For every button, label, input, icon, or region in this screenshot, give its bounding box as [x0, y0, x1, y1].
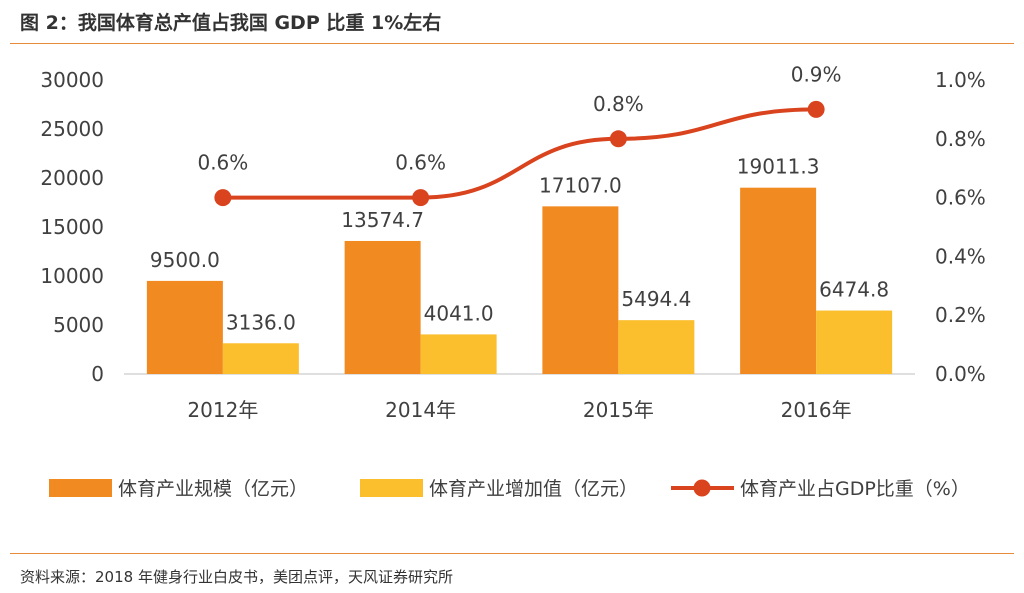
source-note: 资料来源：2018 年健身行业白皮书，美团点评，天风证券研究所	[20, 568, 453, 586]
category-label: 2015年	[583, 398, 654, 422]
bar-scale	[740, 187, 817, 374]
y2-tick-label: 0.4%	[935, 244, 986, 268]
y-tick-label: 10000	[40, 264, 104, 288]
line-data-label: 0.6%	[197, 151, 248, 175]
legend-swatch-value-added	[360, 479, 423, 497]
title-divider	[10, 43, 1014, 44]
line-data-label: 0.6%	[395, 151, 446, 175]
bar-data-label: 19011.3	[737, 155, 820, 179]
bar-data-label: 13574.7	[341, 208, 424, 232]
y2-tick-label: 1.0%	[935, 68, 986, 92]
y2-tick-label: 0.6%	[935, 186, 986, 210]
bar-data-label: 17107.0	[539, 173, 622, 197]
bar-data-label: 5494.4	[621, 287, 691, 311]
category-labels: 2012年 2014年 2015年 2016年	[187, 398, 851, 422]
category-label: 2014年	[385, 398, 456, 422]
bar-scale	[542, 206, 619, 374]
bar-data-label: 6474.8	[819, 278, 889, 302]
line-point	[412, 189, 430, 207]
bar-data-label: 4041.0	[424, 301, 494, 325]
line-series: 0.6% 0.6% 0.8% 0.9%	[197, 62, 842, 207]
bar-scale	[146, 280, 223, 374]
y2-tick-label: 0.2%	[935, 303, 986, 327]
right-axis: 0.0% 0.2% 0.4% 0.6% 0.8% 1.0%	[935, 68, 986, 386]
bar-group	[146, 187, 893, 374]
y2-tick-label: 0.8%	[935, 127, 986, 151]
y-tick-label: 25000	[40, 117, 104, 141]
line-point	[214, 189, 232, 207]
y2-tick-label: 0.0%	[935, 362, 986, 386]
bar-value-added	[222, 343, 299, 374]
legend-label-scale: 体育产业规模（亿元）	[118, 478, 308, 500]
y-tick-label: 15000	[40, 215, 104, 239]
y-tick-label: 0	[91, 362, 104, 386]
bar-scale	[344, 240, 421, 374]
legend-swatch-scale	[49, 479, 112, 497]
line-point	[609, 130, 627, 148]
line-path	[222, 107, 817, 200]
line-data-label: 0.9%	[791, 62, 842, 86]
bar-value-added	[420, 334, 497, 374]
left-axis: 0 5000 10000 15000 20000 25000 30000	[40, 68, 104, 386]
source-divider	[10, 553, 1014, 554]
chart-title: 图 2：我国体育总产值占我国 GDP 比重 1%左右	[20, 12, 442, 34]
legend-label-value-added: 体育产业增加值（亿元）	[429, 478, 638, 500]
bar-data-label: 3136.0	[226, 310, 296, 334]
legend: 体育产业规模（亿元） 体育产业增加值（亿元） 体育产业占GDP比重（%）	[49, 478, 970, 500]
bar-value-added	[618, 320, 695, 374]
y-tick-label: 20000	[40, 166, 104, 190]
line-point	[807, 100, 825, 118]
y-tick-label: 30000	[40, 68, 104, 92]
legend-swatch-marker	[693, 479, 711, 497]
category-label: 2016年	[781, 398, 852, 422]
bar-value-added	[816, 310, 893, 374]
category-label: 2012年	[187, 398, 258, 422]
y-tick-label: 5000	[53, 313, 104, 337]
bar-data-label: 9500.0	[150, 248, 220, 272]
bar-label-group: 9500.0 3136.0 13574.7 4041.0 17107.0 5494.4 19…	[150, 155, 889, 335]
legend-label-line: 体育产业占GDP比重（%）	[740, 478, 970, 500]
line-data-label: 0.8%	[593, 92, 644, 116]
